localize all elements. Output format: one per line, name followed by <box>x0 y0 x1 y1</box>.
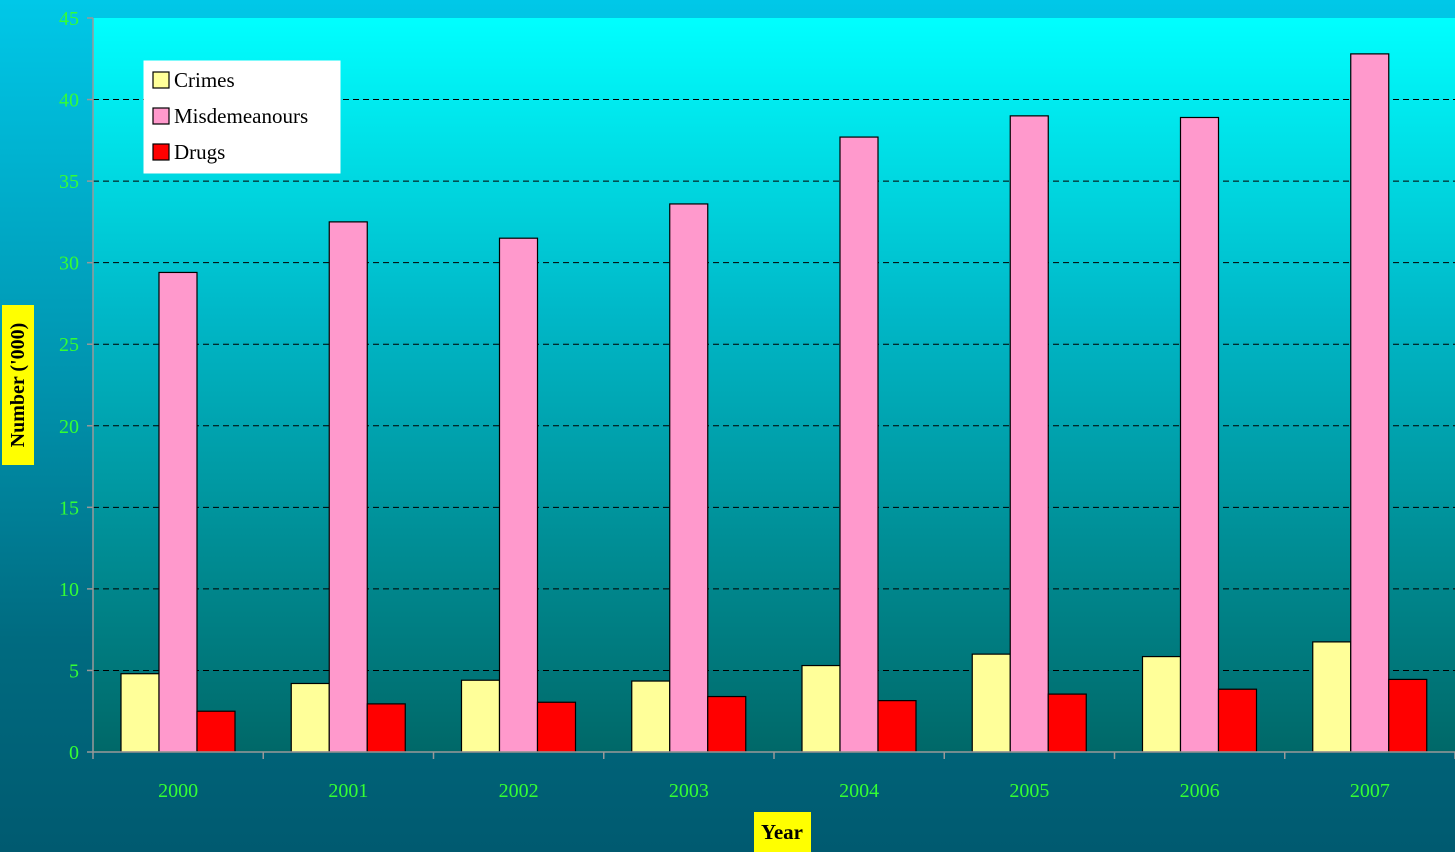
y-tick-label: 45 <box>59 8 79 30</box>
bar-drugs-2005 <box>1047 693 1087 753</box>
legend-label-crimes: Crimes <box>174 68 235 92</box>
bar-drugs-2004 <box>877 700 917 753</box>
x-tick-label: 2003 <box>669 780 709 802</box>
legend-label-misdemeanours: Misdemeanours <box>174 104 308 128</box>
bar-crimes-2001 <box>290 682 330 753</box>
bars <box>120 53 1428 753</box>
bar-drugs-2006 <box>1217 688 1258 753</box>
x-tick-labels: 2000 2001 2002 2003 2004 2005 2006 2007 <box>158 780 1390 802</box>
bar-misdemeanours-2007 <box>1350 53 1390 753</box>
y-tick-label: 25 <box>59 334 79 356</box>
x-tick-label: 2005 <box>1009 780 1049 802</box>
legend-swatch-crimes <box>152 71 170 89</box>
bar-crimes-2000 <box>120 673 160 753</box>
bar-crimes-2006 <box>1141 655 1182 753</box>
x-tick-label: 2001 <box>328 780 368 802</box>
x-tick-label: 2006 <box>1180 780 1220 802</box>
y-axis-label: Number ('000) <box>7 323 29 448</box>
y-tick-label: 40 <box>59 90 79 112</box>
y-tick-label: 10 <box>59 579 79 601</box>
bar-crimes-2005 <box>971 653 1011 753</box>
bar-drugs-2007 <box>1388 678 1428 753</box>
bar-crimes-2007 <box>1312 641 1352 753</box>
axes <box>87 17 1455 759</box>
bar-crimes-2002 <box>460 679 501 753</box>
legend-label-drugs: Drugs <box>174 140 225 164</box>
y-tick-label: 20 <box>59 416 79 438</box>
x-tick-label: 2002 <box>499 780 539 802</box>
x-axis-label-group: Year <box>754 812 811 852</box>
bar-misdemeanours-2003 <box>669 203 709 753</box>
bar-misdemeanours-2002 <box>498 237 539 753</box>
y-tick-label: 0 <box>69 742 79 764</box>
legend-swatch-misdemeanours <box>152 107 170 125</box>
x-axis-label: Year <box>761 820 803 844</box>
bar-crimes-2003 <box>631 680 671 753</box>
bar-misdemeanours-2005 <box>1009 115 1049 753</box>
x-tick-label: 2007 <box>1350 780 1390 802</box>
gridlines <box>93 99 1455 671</box>
y-tick-label: 35 <box>59 171 79 193</box>
bar-misdemeanours-2006 <box>1179 116 1220 753</box>
y-axis-label-group: Number ('000) <box>2 305 34 465</box>
bar-crimes-2004 <box>801 664 841 753</box>
bar-drugs-2003 <box>707 695 747 753</box>
bar-misdemeanours-2000 <box>158 271 198 753</box>
bar-misdemeanours-2004 <box>839 136 879 753</box>
legend-swatch-drugs <box>152 143 170 161</box>
y-tick-label: 5 <box>69 660 79 682</box>
bar-drugs-2001 <box>366 703 406 753</box>
bar-drugs-2002 <box>536 701 577 753</box>
y-tick-label: 15 <box>59 497 79 519</box>
y-tick-labels: 0 5 10 15 20 25 30 35 40 45 <box>59 8 79 764</box>
x-tick-label: 2004 <box>839 780 879 802</box>
y-tick-label: 30 <box>59 253 79 275</box>
bar-misdemeanours-2001 <box>328 221 368 753</box>
bar-drugs-2000 <box>196 710 236 753</box>
legend: Crimes Misdemeanours Drugs <box>143 60 341 174</box>
x-tick-label: 2000 <box>158 780 198 802</box>
